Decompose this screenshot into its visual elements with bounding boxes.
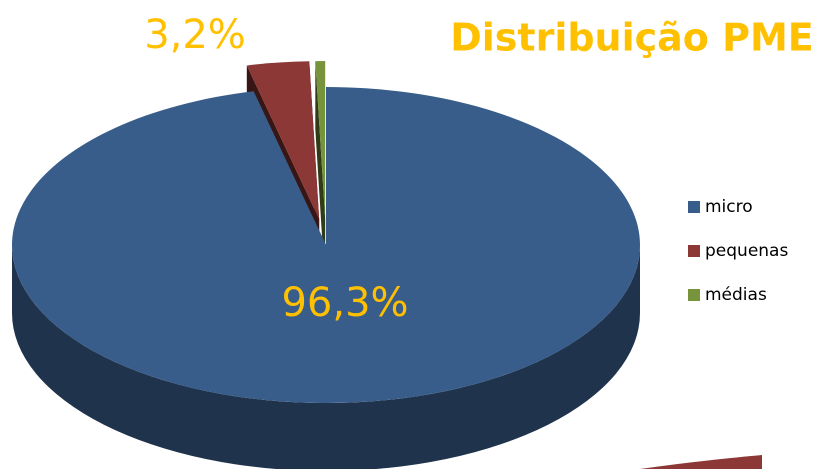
legend-label: micro [705, 197, 753, 217]
pie-slice [315, 61, 326, 219]
pie-slice [11, 87, 640, 403]
decoration [640, 455, 762, 469]
legend-swatch [688, 201, 700, 213]
pie-slice [246, 61, 320, 220]
data-label: 96,3% [281, 280, 408, 326]
slice-cut-face [315, 61, 326, 287]
legend-label: médias [705, 285, 767, 305]
chart-title: Distribuição PME [450, 16, 814, 60]
legend-label: pequenas [705, 241, 788, 261]
slice-side [12, 245, 640, 469]
legend-swatch [688, 289, 700, 301]
data-label: 3,2% [144, 12, 246, 58]
legend-swatch [688, 245, 700, 257]
